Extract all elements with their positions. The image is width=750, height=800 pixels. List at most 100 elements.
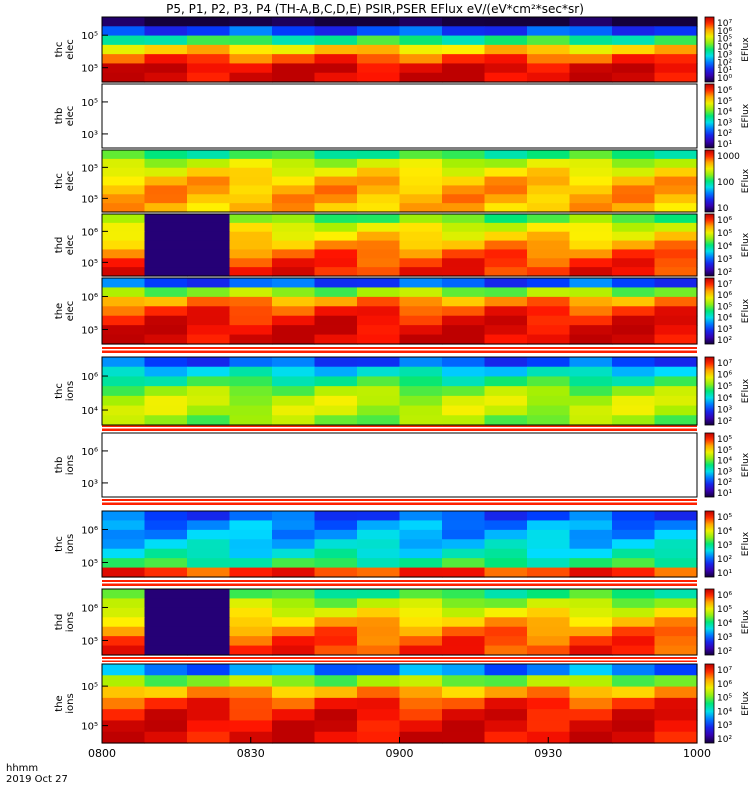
- spectrogram-cell: [442, 511, 486, 522]
- panel-label: thd: [54, 237, 65, 254]
- spectrogram-cell: [569, 405, 613, 416]
- spectrogram-cell: [144, 167, 188, 178]
- spectrogram-cell: [272, 258, 316, 268]
- spectrogram-cell: [144, 548, 188, 559]
- colorbar-tick-label: 10⁵: [717, 605, 732, 615]
- spectrogram-cell: [442, 287, 486, 298]
- spectrogram-cell: [569, 520, 613, 531]
- spectrogram-cell: [272, 539, 316, 550]
- spectrogram-cell: [484, 185, 528, 195]
- spectrogram-cell: [399, 598, 443, 609]
- spectrogram-cell: [612, 645, 656, 656]
- spectrogram-cell: [229, 158, 273, 169]
- y-tick-label: 10⁴: [81, 406, 98, 417]
- panel-label: thc: [54, 173, 65, 189]
- spectrogram-cell: [442, 357, 486, 368]
- spectrogram-cell: [527, 636, 571, 647]
- spectrogram-cell: [229, 26, 273, 37]
- spectrogram-cell: [272, 567, 316, 578]
- colorbar-tick-label: 10¹: [717, 569, 732, 579]
- spectrogram-cell: [144, 240, 188, 251]
- y-tick-label: 10⁵: [81, 558, 98, 569]
- spectrogram-cell: [229, 63, 273, 74]
- spectrogram-cell: [187, 720, 231, 733]
- spectrogram-cell: [654, 731, 698, 744]
- spectrogram-cell: [229, 395, 273, 407]
- spectrogram-cell: [102, 567, 146, 578]
- spectrogram-cell: [144, 395, 188, 407]
- spectrogram-cell: [527, 415, 571, 426]
- colorbar-label: EFlux: [741, 452, 750, 477]
- spectrogram-cell: [569, 709, 613, 722]
- spectrogram-cell: [527, 315, 571, 326]
- spectrogram-cell: [654, 529, 698, 540]
- spectrogram-cell: [442, 636, 486, 647]
- spectrogram-cell: [612, 167, 656, 178]
- spectrogram-cell: [527, 249, 571, 259]
- spectrogram-cell: [569, 664, 613, 676]
- spectrogram-cell: [144, 306, 188, 317]
- spectrogram-cell: [399, 315, 443, 326]
- spectrogram-cell: [612, 405, 656, 416]
- spectrogram-cell: [357, 511, 401, 522]
- panel-label: elec: [65, 301, 76, 322]
- spectrogram-cell: [272, 158, 316, 169]
- panel-label: ions: [65, 381, 76, 401]
- spectrogram-cell: [102, 72, 146, 83]
- spectrogram-cell: [144, 258, 188, 268]
- spectrogram-cell: [314, 222, 358, 233]
- spectrogram-cell: [654, 511, 698, 522]
- spectrogram-cell: [272, 35, 316, 46]
- spectrogram-cell: [357, 598, 401, 609]
- colorbar-label: EFlux: [741, 168, 750, 193]
- spectrogram-cell: [527, 231, 571, 242]
- spectrogram-cell: [314, 636, 358, 647]
- spectrogram-cell: [272, 185, 316, 195]
- spectrogram-cell: [399, 296, 443, 307]
- spectrogram-cell: [612, 567, 656, 578]
- spectrogram-cell: [399, 35, 443, 46]
- spectrogram-cell: [144, 709, 188, 722]
- spectrogram-cell: [527, 214, 571, 224]
- spectrogram-cell: [654, 296, 698, 307]
- colorbar-tick-label: 10: [717, 204, 729, 214]
- spectrogram-cell: [357, 709, 401, 722]
- x-tick-label: 0800: [88, 747, 116, 760]
- spectrogram-cell: [569, 296, 613, 307]
- spectrogram-cell: [314, 357, 358, 368]
- spectrogram-cell: [229, 334, 273, 345]
- spectrogram-cell: [527, 664, 571, 676]
- spectrogram-cell: [654, 35, 698, 46]
- spectrogram-cell: [399, 697, 443, 710]
- spectrogram-cell: [399, 636, 443, 647]
- spectrogram-cell: [399, 185, 443, 195]
- colorbar-tick-label: 10²: [717, 336, 732, 346]
- spectrogram-cell: [229, 675, 273, 688]
- spectrogram-cell: [484, 376, 528, 387]
- spectrogram-cell: [144, 249, 188, 259]
- spectrogram-cell: [272, 150, 316, 160]
- spectrogram-cell: [612, 214, 656, 224]
- spectrogram-cell: [314, 26, 358, 37]
- spectrogram-cell: [187, 709, 231, 722]
- spectrogram-cell: [569, 72, 613, 83]
- spectrogram-cell: [229, 306, 273, 317]
- spectrogram-cell: [229, 315, 273, 326]
- spectrogram-cell: [187, 697, 231, 710]
- spectrogram-cell: [569, 167, 613, 178]
- spectrogram-cell: [484, 395, 528, 407]
- spectrogram-cell: [272, 17, 316, 27]
- spectrogram-cell: [399, 249, 443, 259]
- y-tick-label: 10⁶: [81, 227, 98, 238]
- spectrogram-cell: [399, 607, 443, 618]
- spectrogram-cell: [357, 44, 401, 55]
- spectrogram-cell: [399, 558, 443, 569]
- colorbar-tick-label: 10³: [717, 325, 732, 335]
- spectrogram-cell: [654, 150, 698, 160]
- spectrogram-panel: 10⁶ 10⁵ thc ions 10⁵ 10⁴ 10³ 10² 10¹ EFlux: [54, 510, 750, 579]
- spectrogram-cell: [654, 54, 698, 65]
- spectrogram-cell: [102, 185, 146, 195]
- spectrogram-cell: [272, 395, 316, 407]
- spectrogram-cell: [272, 306, 316, 317]
- spectrogram-cell: [357, 54, 401, 65]
